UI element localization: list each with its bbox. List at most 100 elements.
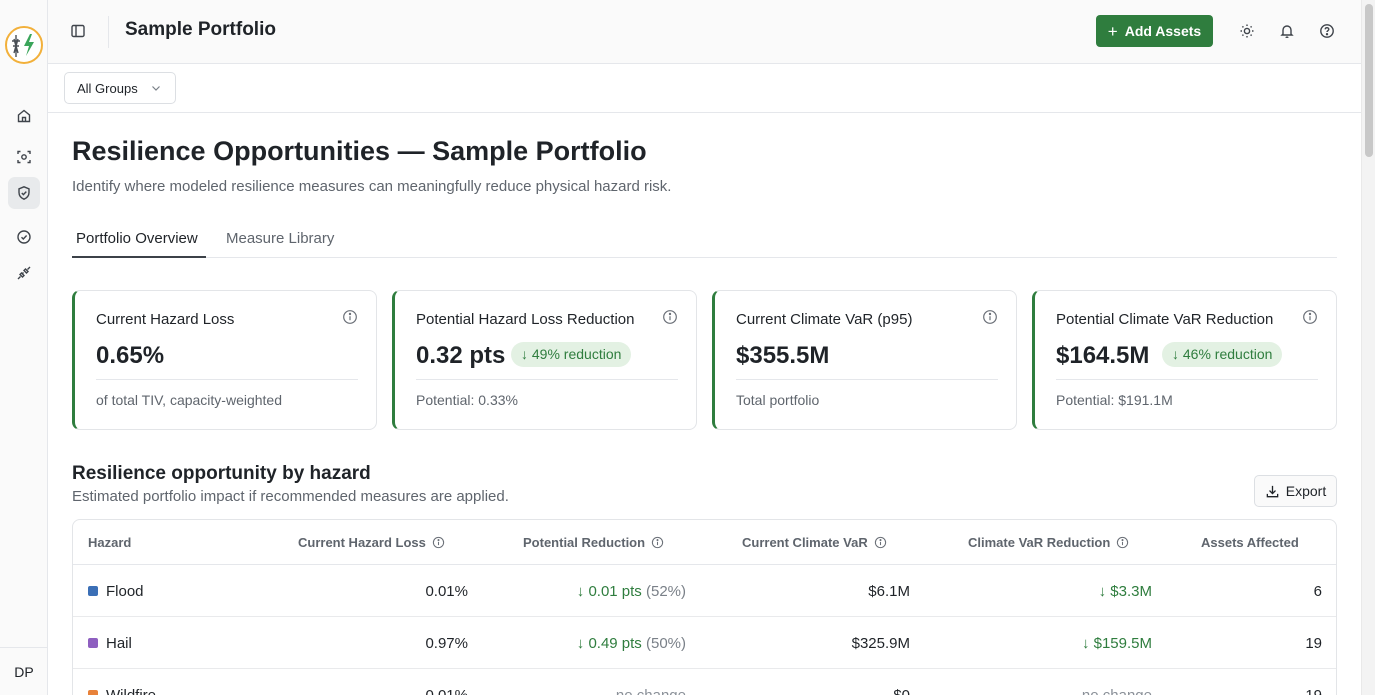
column-header-climate-var-reduction[interactable]: Climate VaR Reduction <box>968 535 1129 550</box>
integrations-nav-button[interactable] <box>8 257 40 289</box>
filter-bar: All Groups <box>48 64 1361 113</box>
plug-icon <box>17 266 31 280</box>
current-var-cell: $325.9M <box>851 635 910 652</box>
column-header-potential-reduction[interactable]: Potential Reduction <box>523 535 664 550</box>
metric-card-current-climate-var: Current Climate VaR (p95) $355.5M Total … <box>712 290 1017 430</box>
info-icon[interactable] <box>662 309 678 325</box>
current-loss-cell: 0.97% <box>425 635 468 652</box>
column-header-hazard[interactable]: Hazard <box>88 535 132 550</box>
sidebar-toggle-button[interactable] <box>68 20 88 42</box>
home-icon <box>17 109 31 123</box>
info-icon[interactable] <box>982 309 998 325</box>
arrow-down-icon: ↓ <box>576 583 585 600</box>
reduction-badge: ↓ 46% reduction <box>1162 342 1283 367</box>
info-icon[interactable] <box>874 536 887 549</box>
card-divider <box>1056 379 1318 380</box>
hazard-color-swatch <box>88 586 98 596</box>
column-header-current-hazard-loss[interactable]: Current Hazard Loss <box>298 535 445 550</box>
current-loss-cell: 0.01% <box>425 687 468 695</box>
card-label: Potential Climate VaR Reduction <box>1056 311 1274 328</box>
table-row[interactable]: Hail 0.97% ↓ 0.49 pts (50%) $325.9M ↓ $1… <box>73 617 1336 669</box>
group-select[interactable]: All Groups <box>64 72 176 104</box>
export-label: Export <box>1285 483 1327 499</box>
var-reduction-cell: ↓ $159.5M <box>1081 635 1152 652</box>
info-icon[interactable] <box>342 309 358 325</box>
info-icon[interactable] <box>1302 309 1318 325</box>
table-row[interactable]: Wildfire 0.01% no change $0 no change 19 <box>73 669 1336 695</box>
metric-card-current-hazard-loss: Current Hazard Loss 0.65% of total TIV, … <box>72 290 377 430</box>
var-reduction-cell: no change <box>1082 687 1152 695</box>
card-label: Potential Hazard Loss Reduction <box>416 311 635 328</box>
arrow-down-icon: ↓ <box>576 635 585 652</box>
hazard-table: Hazard Current Hazard Loss Potential Red… <box>72 519 1337 695</box>
add-assets-label: Add Assets <box>1124 23 1202 39</box>
hazard-cell: Flood <box>88 583 144 600</box>
logo-icon[interactable] <box>4 25 44 65</box>
app-title: Sample Portfolio <box>125 19 276 40</box>
resilience-nav-button[interactable] <box>8 177 40 209</box>
arrow-down-icon: ↓ <box>1172 346 1179 362</box>
current-var-cell: $0 <box>893 687 910 695</box>
table-row[interactable]: Flood 0.01% ↓ 0.01 pts (52%) $6.1M ↓ $3.… <box>73 565 1336 617</box>
card-footer: Potential: $191.1M <box>1056 392 1173 408</box>
info-icon[interactable] <box>1116 536 1129 549</box>
left-rail: DP <box>0 0 48 695</box>
table-header: Hazard Current Hazard Loss Potential Red… <box>73 520 1336 565</box>
current-loss-cell: 0.01% <box>425 583 468 600</box>
card-value: $164.5M <box>1056 342 1150 369</box>
assets-affected-cell: 19 <box>1305 635 1322 652</box>
view-tabs: Portfolio Overview Measure Library <box>72 222 1337 258</box>
arrow-down-icon: ↓ <box>521 346 528 362</box>
sidebar-toggle-icon <box>71 24 85 38</box>
toolbar-divider <box>108 16 109 48</box>
badge-label: 46% reduction <box>1182 346 1273 362</box>
column-header-assets-affected[interactable]: Assets Affected <box>1201 535 1299 550</box>
help-button[interactable] <box>1317 21 1337 41</box>
card-value: 0.65% <box>96 342 165 369</box>
export-button[interactable]: Export <box>1254 475 1337 507</box>
home-nav-button[interactable] <box>8 100 40 132</box>
assets-affected-cell: 19 <box>1305 687 1322 695</box>
potential-reduction-cell: no change <box>616 687 686 695</box>
var-reduction-cell: ↓ $3.3M <box>1098 583 1152 600</box>
column-header-current-climate-var[interactable]: Current Climate VaR <box>742 535 887 550</box>
card-value: 0.32 pts <box>416 342 506 369</box>
card-footer: Total portfolio <box>736 392 820 408</box>
card-divider <box>736 379 998 380</box>
top-bar: Sample Portfolio + Add Assets <box>48 0 1361 64</box>
user-avatar[interactable]: DP <box>0 647 48 695</box>
card-divider <box>96 379 358 380</box>
card-footer: Potential: 0.33% <box>416 392 518 408</box>
badge-label: 49% reduction <box>531 346 622 362</box>
dashboard-nav-button[interactable] <box>8 221 40 253</box>
potential-reduction-cell: ↓ 0.49 pts (50%) <box>576 635 686 652</box>
plus-icon: + <box>1107 21 1118 41</box>
metric-card-potential-climate-var-reduction: Potential Climate VaR Reduction $164.5M … <box>1032 290 1337 430</box>
page-title: Resilience Opportunities — Sample Portfo… <box>72 136 647 166</box>
tab-measure-library[interactable]: Measure Library <box>226 230 335 247</box>
arrow-down-icon: ↓ <box>1081 635 1090 652</box>
theme-toggle-button[interactable] <box>1237 21 1257 41</box>
current-var-cell: $6.1M <box>868 583 910 600</box>
hazard-color-swatch <box>88 690 98 695</box>
page-scrollbar[interactable] <box>1361 0 1375 695</box>
hazard-cell: Hail <box>88 635 132 652</box>
hazard-color-swatch <box>88 638 98 648</box>
scan-nav-button[interactable] <box>8 141 40 173</box>
shield-check-icon <box>18 186 30 200</box>
gauge-icon <box>17 230 31 244</box>
card-divider <box>416 379 678 380</box>
add-assets-button[interactable]: + Add Assets <box>1096 15 1213 47</box>
notifications-button[interactable] <box>1277 21 1297 41</box>
info-icon[interactable] <box>432 536 445 549</box>
info-icon[interactable] <box>651 536 664 549</box>
bell-icon <box>1280 25 1294 38</box>
assets-affected-cell: 6 <box>1313 583 1322 600</box>
arrow-down-icon: ↓ <box>1098 583 1107 600</box>
page-subtitle: Identify where modeled resilience measur… <box>72 178 672 195</box>
card-footer: of total TIV, capacity-weighted <box>96 392 282 408</box>
scrollbar-thumb[interactable] <box>1365 4 1373 157</box>
card-label: Current Climate VaR (p95) <box>736 311 913 328</box>
tab-portfolio-overview[interactable]: Portfolio Overview <box>72 222 206 258</box>
hazard-cell: Wildfire <box>88 687 156 695</box>
